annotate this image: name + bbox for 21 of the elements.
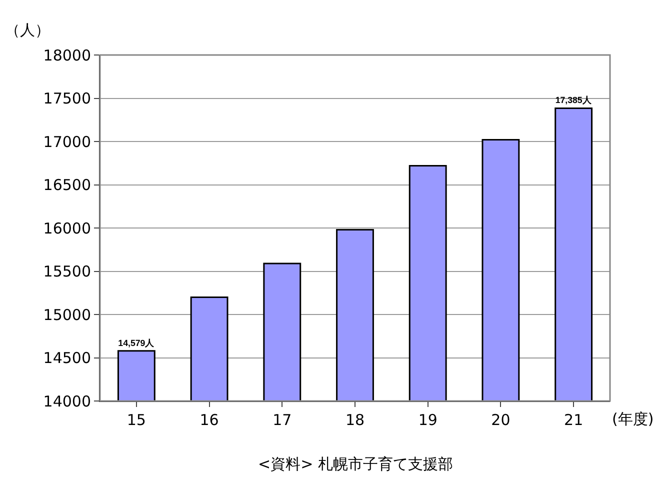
x-tick-label: 21 xyxy=(564,411,584,429)
y-tick-label: 14500 xyxy=(43,349,91,367)
x-axis-title: (年度) xyxy=(612,410,654,428)
y-tick-label: 15500 xyxy=(43,262,91,280)
y-tick-label: 18000 xyxy=(43,46,91,64)
y-axis-title: （人） xyxy=(5,21,50,39)
y-tick-label: 16500 xyxy=(43,176,91,194)
x-tick-label: 17 xyxy=(272,411,292,429)
y-tick-label: 17500 xyxy=(43,90,91,108)
y-tick-label: 17000 xyxy=(43,132,91,151)
text: <資料> 札幌市子育て支援部 xyxy=(258,455,453,473)
y-tick-label: 15000 xyxy=(43,306,91,324)
data-label: 17,385人 xyxy=(555,95,592,106)
y-tick-label: 14000 xyxy=(43,392,91,410)
x-tick-label: 20 xyxy=(491,411,510,429)
x-tick-label: 16 xyxy=(200,411,219,429)
x-tick-label: 15 xyxy=(126,411,146,429)
x-tick-label: 19 xyxy=(418,411,438,429)
y-tick-label: 16000 xyxy=(43,219,91,238)
x-tick-label: 18 xyxy=(345,411,365,429)
data-label: 14,579人 xyxy=(118,338,156,348)
